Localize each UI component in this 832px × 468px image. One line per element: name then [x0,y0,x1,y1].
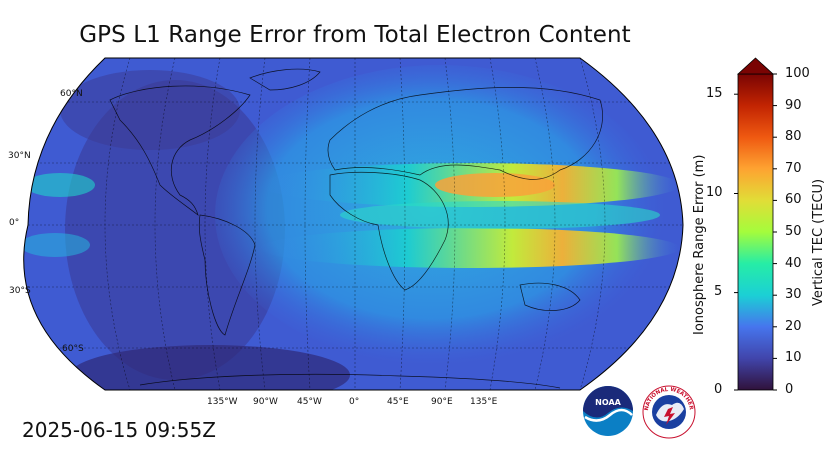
lon-label-135e: 135°E [470,397,498,407]
tec-tick-90: 90 [785,98,802,113]
range-tick-10: 10 [706,185,723,200]
globe-border [23,57,684,391]
lon-label-0: 0° [349,397,360,407]
lat-label-60n: 60°N [60,89,83,99]
lon-label-90w: 90°W [253,397,278,407]
chart-title: GPS L1 Range Error from Total Electron C… [79,22,631,48]
tec-tick-10: 10 [785,350,802,365]
lon-label-135w: 135°W [207,397,238,407]
lat-label-equator: 0° [9,218,20,228]
range-tick-0: 0 [714,382,723,397]
tec-tick-40: 40 [785,256,802,271]
lat-label-30n: 30°N [8,151,31,161]
lat-label-60s: 60°S [62,344,84,354]
noaa-logo: NOAA [583,386,633,436]
noaa-logo-text: NOAA [595,398,621,407]
tec-tick-0: 0 [785,382,794,397]
tec-tick-50: 50 [785,224,802,239]
lon-label-45e: 45°E [387,397,409,407]
graticule [23,58,683,390]
range-error-axis-label: Ionosphere Range Error (m) [692,154,707,335]
tec-tick-80: 80 [785,129,802,144]
tec-tick-20: 20 [785,319,802,334]
tec-tick-30: 30 [785,287,802,302]
range-tick-15: 15 [706,86,723,101]
tec-tick-70: 70 [785,161,802,176]
tec-tick-100: 100 [785,66,810,81]
tec-field [23,58,683,390]
colorbar [734,57,777,391]
lat-label-30s: 30°S [9,286,31,296]
nws-logo: NATIONAL WEATHER SERVICE [642,385,696,439]
lon-label-45w: 45°W [297,397,322,407]
tec-axis-label: Vertical TEC (TECU) [811,178,826,306]
timestamp: 2025-06-15 09:55Z [22,418,216,442]
lon-label-90e: 90°E [431,397,453,407]
tec-tick-60: 60 [785,192,802,207]
range-tick-5: 5 [714,284,723,299]
colorbar-extend-arrow [736,57,775,75]
